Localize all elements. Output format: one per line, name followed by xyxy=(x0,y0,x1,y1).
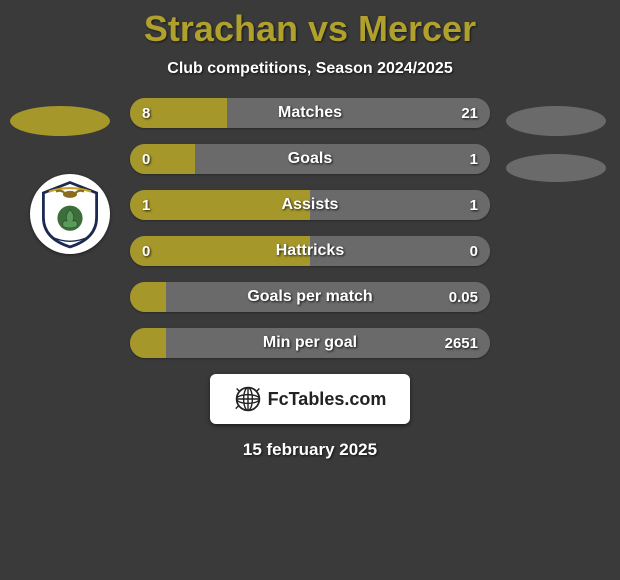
stat-value-right: 1 xyxy=(458,144,490,174)
stat-value-right: 1 xyxy=(458,190,490,220)
brand-box: FcTables.com xyxy=(210,374,410,424)
stat-value-left: 1 xyxy=(130,190,162,220)
stat-label: Goals xyxy=(130,144,490,174)
stat-value-left: 8 xyxy=(130,98,162,128)
stat-row: Hattricks0 0 xyxy=(130,236,490,266)
player-right-badge-2 xyxy=(506,154,606,182)
stat-value-right: 21 xyxy=(449,98,490,128)
page-title: Strachan vs Mercer xyxy=(0,0,620,50)
stat-value-left xyxy=(130,328,154,358)
comparison-chart: Matches821Goals01Assists11Hattricks00Goa… xyxy=(0,98,620,358)
stat-value-left: 0 xyxy=(130,236,162,266)
globe-icon xyxy=(234,385,262,413)
stat-row: Assists1 1 xyxy=(130,190,490,220)
stat-row: Goals0 1 xyxy=(130,144,490,174)
stat-value-right: 0.05 xyxy=(437,282,490,312)
player-left-badge xyxy=(10,106,110,136)
stat-value-left xyxy=(130,282,154,312)
stat-row: Goals per match0.05 xyxy=(130,282,490,312)
brand-text: FcTables.com xyxy=(268,389,387,410)
stat-row: Matches8 21 xyxy=(130,98,490,128)
player-right-badge xyxy=(506,106,606,136)
stat-row: Min per goal2651 xyxy=(130,328,490,358)
crest-icon xyxy=(35,179,105,249)
subtitle: Club competitions, Season 2024/2025 xyxy=(0,60,620,78)
stat-label: Hattricks xyxy=(130,236,490,266)
stat-label: Matches xyxy=(130,98,490,128)
date-text: 15 february 2025 xyxy=(0,440,620,460)
stat-label: Assists xyxy=(130,190,490,220)
club-crest xyxy=(30,174,110,254)
stat-value-right: 0 xyxy=(458,236,490,266)
stat-value-right: 2651 xyxy=(433,328,490,358)
stat-rows: Matches821Goals01Assists11Hattricks00Goa… xyxy=(130,98,490,358)
stat-value-left: 0 xyxy=(130,144,162,174)
